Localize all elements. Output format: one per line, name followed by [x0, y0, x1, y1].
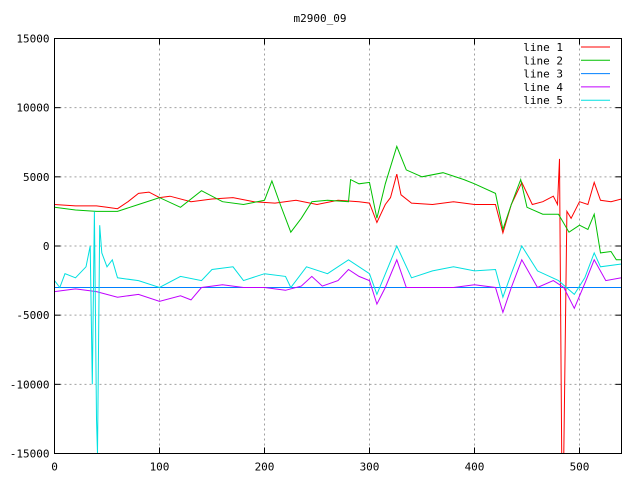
series-line-5 — [54, 211, 622, 454]
x-tick-label: 100 — [150, 461, 170, 474]
x-tick-label: 500 — [570, 461, 590, 474]
y-tick-label: 0 — [43, 240, 50, 253]
y-tick-label: 15000 — [16, 33, 49, 46]
series-line-2 — [54, 144, 622, 261]
legend-label: line 3 — [523, 68, 563, 81]
plot-frame — [54, 38, 622, 454]
series-line-4 — [54, 258, 622, 315]
series-lines — [54, 144, 622, 454]
y-tick-label: -5000 — [16, 309, 49, 322]
chart-title: m2900_09 — [294, 12, 347, 25]
y-tick-label: -15000 — [10, 448, 50, 461]
legend-label: line 5 — [523, 94, 563, 107]
legend-label: line 2 — [523, 54, 563, 67]
x-tick-label: 200 — [255, 461, 275, 474]
y-tick-label: 5000 — [23, 171, 50, 184]
x-tick-label: 0 — [51, 461, 58, 474]
y-tick-label: -10000 — [10, 378, 50, 391]
legend-label: line 1 — [523, 41, 563, 54]
y-tick-label: 10000 — [16, 102, 49, 115]
legend-label: line 4 — [523, 81, 563, 94]
series-line-1 — [54, 158, 622, 454]
grid — [54, 38, 622, 454]
x-tick-label: 300 — [360, 461, 380, 474]
x-tick-label: 400 — [465, 461, 485, 474]
